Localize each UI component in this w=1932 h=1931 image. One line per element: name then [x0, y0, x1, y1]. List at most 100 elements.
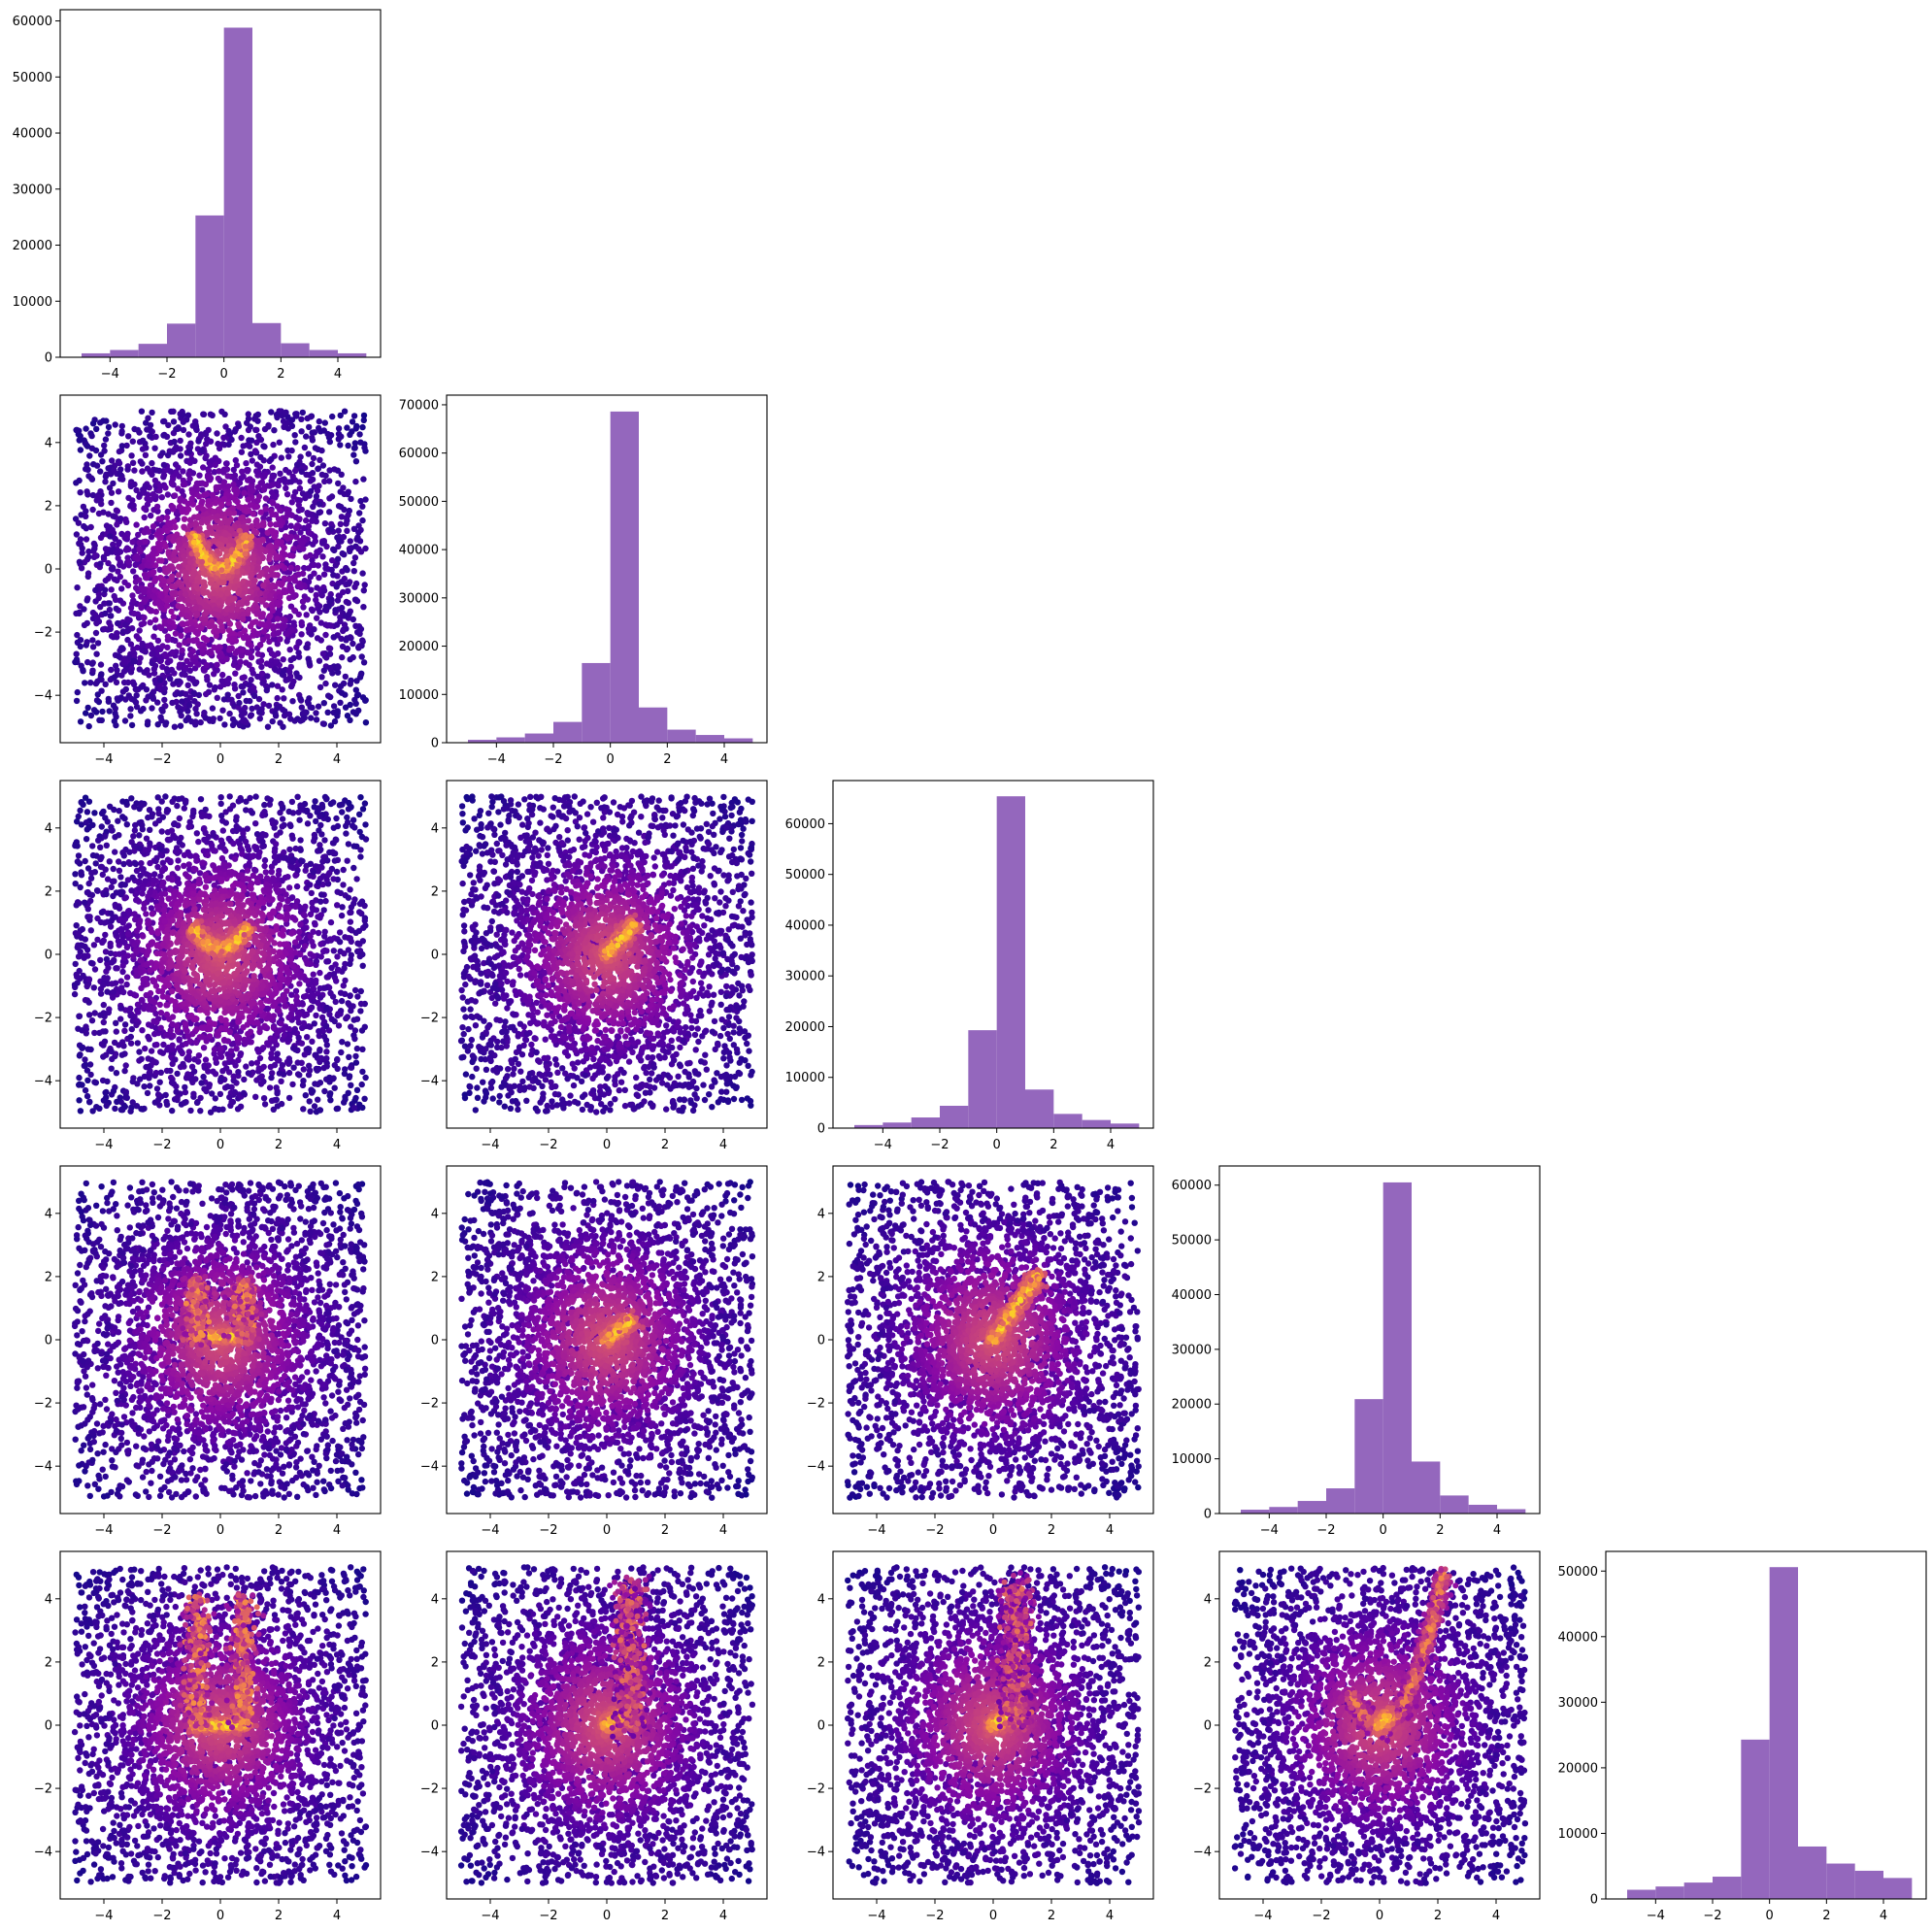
scatter-0-1-xtick-label-2: 0 — [217, 752, 224, 767]
scatter-0-3-ytick-label-2: 0 — [45, 1334, 52, 1348]
histogram-1-bar-7 — [667, 729, 696, 743]
histogram-0-ytick-label-2: 20000 — [13, 239, 52, 253]
histogram-2-ytick-label-0: 0 — [817, 1122, 825, 1137]
histogram-2-bar-2 — [911, 1117, 940, 1128]
histogram-2-xtick-label-2: 0 — [993, 1138, 1001, 1152]
scatter-3-4-xtick-label-4: 4 — [1492, 1909, 1500, 1923]
scatter-0-4-ytick-label-3: 2 — [45, 1655, 52, 1670]
histogram-1-bar-9 — [724, 738, 753, 743]
histogram-3-ytick-label-3: 30000 — [1172, 1343, 1212, 1357]
scatter-0-3-xtick-label-4: 4 — [333, 1523, 341, 1538]
scatter-1-3: −4 −2 0 2 4 −4 −2 0 2 4 — [420, 1165, 768, 1538]
scatter-0-3-xtick-label-3: 2 — [275, 1523, 283, 1538]
scatter-1-3-points — [458, 1179, 756, 1501]
scatter-1-3-ytick-label-1: −2 — [420, 1397, 439, 1412]
scatter-2-3-ytick-label-3: 2 — [817, 1270, 825, 1284]
scatter-0-3-ytick-label-0: −4 — [34, 1460, 52, 1475]
scatter-2-4-ytick-label-0: −4 — [807, 1846, 825, 1860]
histogram-4-bar-2 — [1683, 1882, 1713, 1899]
histogram-3-bar-5 — [1382, 1182, 1412, 1514]
scatter-0-3-points — [71, 1179, 369, 1501]
histogram-3-bar-1 — [1269, 1507, 1298, 1514]
scatter-0-1-xtick-label-3: 2 — [275, 752, 283, 767]
scatter-0-2-ytick-label-2: 0 — [45, 949, 52, 963]
scatter-3-4-xtick-label-0: −4 — [1253, 1909, 1272, 1923]
histogram-3-ytick-label-0: 0 — [1204, 1508, 1212, 1522]
histogram-4-xtick-label-1: −2 — [1703, 1909, 1721, 1923]
histogram-3-xtick-label-3: 2 — [1436, 1523, 1444, 1538]
histogram-4-xtick-label-2: 0 — [1766, 1909, 1774, 1923]
scatter-3-4: −4 −2 0 2 4 −4 −2 0 2 4 — [1193, 1550, 1541, 1923]
scatter-0-2-xtick-label-0: −4 — [94, 1138, 113, 1152]
histogram-4-bar-3 — [1713, 1877, 1742, 1899]
scatter-0-1-ytick-label-0: −4 — [34, 689, 52, 704]
scatter-1-3-ytick-label-4: 4 — [431, 1207, 439, 1221]
histogram-1-bar-4 — [582, 662, 611, 743]
scatter-3-4-ytick-label-1: −2 — [1193, 1782, 1212, 1797]
scatter-0-1-xtick-label-1: −2 — [152, 752, 171, 767]
histogram-3-ytick-label-2: 20000 — [1172, 1398, 1212, 1413]
scatter-1-2-ytick-label-1: −2 — [420, 1012, 439, 1026]
scatter-1-2-xtick-label-1: −2 — [539, 1138, 557, 1152]
histogram-0-ytick-label-5: 50000 — [13, 71, 52, 85]
scatter-0-3-xtick-label-0: −4 — [94, 1523, 113, 1538]
histogram-2: −4 −2 0 2 4 0 10000 20000 30000 40000 50000 60000 — [785, 780, 1154, 1152]
histogram-3-bar-0 — [1241, 1510, 1270, 1514]
scatter-1-4: −4 −2 0 2 4 −4 −2 0 2 4 — [420, 1550, 768, 1923]
histogram-0: −4 −2 0 2 4 0 10000 20000 30000 40000 50000 60000 — [13, 9, 382, 382]
histogram-1-ytick-label-4: 40000 — [399, 544, 439, 558]
histogram-3-xtick-label-1: −2 — [1316, 1523, 1335, 1538]
histogram-0-bar-0 — [82, 352, 111, 357]
histogram-2-xtick-label-0: −4 — [874, 1138, 892, 1152]
histogram-3-bar-2 — [1297, 1501, 1326, 1514]
scatter-0-2: −4 −2 0 2 4 −4 −2 0 2 4 — [34, 780, 382, 1152]
histogram-2-ytick-label-5: 50000 — [785, 868, 825, 882]
histogram-0-xtick-label-2: 0 — [220, 367, 228, 382]
scatter-1-2-xtick-label-0: −4 — [481, 1138, 499, 1152]
scatter-3-4-ytick-label-0: −4 — [1193, 1846, 1212, 1860]
histogram-4-frame — [1605, 1550, 1927, 1900]
histogram-1: −4 −2 0 2 4 0 10000 20000 30000 40000 50000 60000 70… — [399, 394, 768, 767]
scatter-1-3-xtick-label-4: 4 — [719, 1523, 727, 1538]
scatter-0-4-ytick-label-4: 4 — [45, 1592, 52, 1607]
scatter-2-4-ytick-label-3: 2 — [817, 1655, 825, 1670]
histogram-4-bar-9 — [1883, 1878, 1913, 1899]
scatter-2-4-ytick-label-4: 4 — [817, 1592, 825, 1607]
scatter-1-4-xtick-label-0: −4 — [481, 1909, 499, 1923]
scatter-1-4-xtick-label-2: 0 — [603, 1909, 611, 1923]
scatter-0-1-points — [72, 408, 370, 730]
histogram-3-ytick-label-5: 50000 — [1172, 1234, 1212, 1248]
scatter-3-4-xtick-label-3: 2 — [1434, 1909, 1442, 1923]
histogram-2-bar-1 — [883, 1122, 912, 1128]
histogram-4-ytick-label-2: 20000 — [1558, 1761, 1598, 1776]
scatter-1-4-ytick-label-3: 2 — [431, 1655, 439, 1670]
histogram-0-bar-5 — [223, 27, 252, 358]
scatter-0-3-ytick-label-1: −2 — [34, 1397, 52, 1412]
histogram-1-bar-0 — [468, 740, 497, 743]
histogram-1-bar-5 — [610, 411, 639, 743]
scatter-1-3-xtick-label-1: −2 — [539, 1523, 557, 1538]
scatter-0-1-ytick-label-1: −2 — [34, 626, 52, 641]
histogram-1-bar-1 — [496, 737, 525, 743]
histogram-1-frame — [446, 394, 768, 744]
histogram-1-ytick-label-7: 70000 — [399, 398, 439, 413]
histogram-3-bar-8 — [1468, 1504, 1497, 1514]
scatter-3-4-points — [1231, 1564, 1529, 1886]
histogram-4-xtick-label-4: 4 — [1880, 1909, 1887, 1923]
histogram-0-bar-7 — [281, 343, 310, 357]
histogram-3-bar-9 — [1497, 1509, 1526, 1514]
scatter-0-4-xtick-label-1: −2 — [152, 1909, 171, 1923]
histogram-4-ytick-label-4: 40000 — [1558, 1630, 1598, 1645]
scatter-1-4-xtick-label-1: −2 — [539, 1909, 557, 1923]
histogram-4-bar-5 — [1769, 1567, 1798, 1899]
histogram-3-xtick-label-0: −4 — [1260, 1523, 1279, 1538]
histogram-4-bar-1 — [1655, 1886, 1684, 1899]
scatter-2-3-xtick-label-3: 2 — [1048, 1523, 1055, 1538]
histogram-3-bar-7 — [1440, 1495, 1469, 1514]
scatter-1-4-ytick-label-1: −2 — [420, 1782, 439, 1797]
scatter-1-4-ytick-label-4: 4 — [431, 1592, 439, 1607]
histogram-4-xtick-label-0: −4 — [1647, 1909, 1665, 1923]
histogram-1-ytick-label-2: 20000 — [399, 640, 439, 654]
histogram-3-xtick-label-4: 4 — [1493, 1523, 1501, 1538]
histogram-2-bar-9 — [1111, 1123, 1140, 1128]
